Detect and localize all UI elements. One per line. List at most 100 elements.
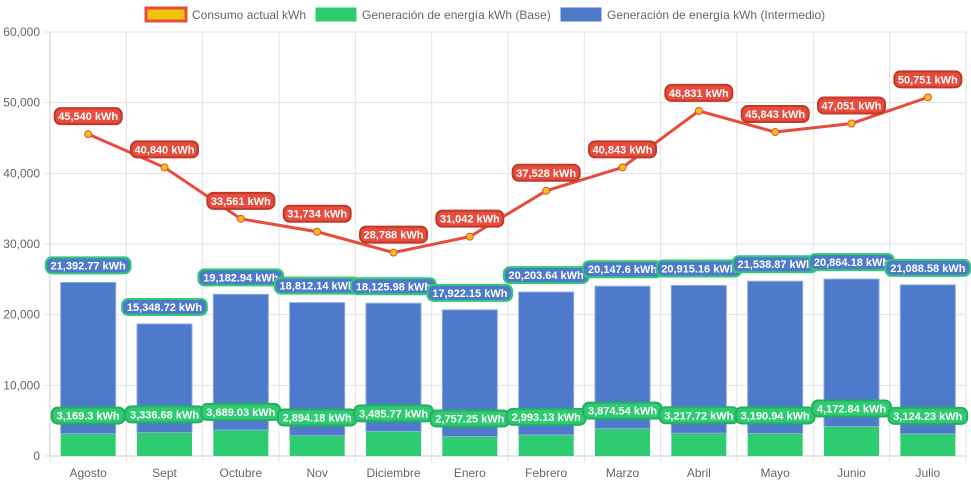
consumo-point [618,163,627,172]
data-label-box [588,140,657,159]
data-label: 3,336.68 kWh [130,409,199,421]
x-tick-label: Abril [687,466,711,480]
y-tick-label: 10,000 [3,378,40,392]
bar-base [60,433,116,456]
bar-base [595,428,650,456]
legend-swatch [315,7,357,22]
x-tick-label: Agosto [69,466,107,480]
x-tick-label: Sept [152,466,177,480]
bar-base [900,433,956,456]
data-label-box [435,209,505,228]
data-label: 2,757.25 kWh [435,414,504,426]
data-label: 20,203.64 kWh [509,270,584,282]
bar-base [442,436,498,456]
y-tick-label: 20,000 [3,308,40,322]
consumo-point [160,163,169,172]
consumo-point [694,106,703,115]
bar-base [366,431,421,456]
consumo-point [542,186,551,195]
data-label: 21,392.77 kWh [51,260,126,272]
data-label: 2,993.13 kWh [512,412,581,424]
data-label: 50,751 kWh [898,74,958,86]
bar-base [289,435,345,456]
data-label: 20,915.16 kWh [661,263,736,275]
data-label: 17,922.15 kWh [432,288,507,300]
data-label: 47,051 kWh [822,101,882,113]
consumo-point [465,232,474,241]
data-label: 20,864.18 kWh [814,257,889,269]
data-label: 3,124.23 kWh [893,411,962,423]
bar-base [671,433,727,456]
consumo-point [389,248,398,257]
x-tick-label: Marzo [606,466,640,480]
y-tick-label: 30,000 [3,237,40,251]
data-label: 3,217.72 kWh [664,410,733,422]
data-label: 18,125.98 kWh [356,281,431,293]
data-label: 3,485.77 kWh [359,408,428,420]
data-label: 3,190.94 kWh [741,410,810,422]
bar-base [747,433,803,456]
data-label: 45,540 kWh [58,111,118,123]
data-label: 15,348.72 kWh [127,302,202,314]
grid: 0 10,000 20,000 30,000 40,000 50,000 60,000 Ago… [3,25,967,480]
x-tick-label: Junio [837,466,866,480]
data-label: 19,182.94 kWh [203,272,278,284]
legend-label: Consumo actual kWh [192,8,306,22]
data-label: 21,538.87 kWh [738,259,813,271]
data-label-box [511,163,581,182]
x-tick-label: Febrero [525,466,567,480]
data-label-box [359,225,428,244]
x-tick-label: Octubre [219,466,262,480]
data-label: 37,528 kWh [516,168,576,180]
consumo-point [923,93,932,102]
consumo-line [87,95,929,255]
consumo-point [84,130,93,139]
consumo-point [847,119,856,128]
data-label: 40,843 kWh [593,144,653,156]
legend-label: Generación de energía kWh (Base) [362,8,551,22]
data-label: 21,088.58 kWh [890,263,965,275]
legend: Consumo actual kWh Generación de energía … [144,6,825,23]
x-tick-label: Diciembre [366,466,420,480]
data-label: 31,734 kWh [287,209,347,221]
x-tick-label: Nov [306,466,327,480]
data-label-box [817,96,886,115]
legend-swatch [560,7,602,22]
data-label-box [664,83,734,102]
data-label-box [884,258,971,277]
x-tick-label: Enero [454,466,486,480]
data-label: 4,172.84 kWh [817,404,886,416]
data-label: 18,812.14 kWh [280,281,355,293]
data-label-box [53,107,123,126]
y-tick-label: 50,000 [3,96,40,110]
legend-label: Generación de energía kWh (Intermedio) [607,8,825,22]
data-label-box [887,406,969,425]
data-label-box [893,70,963,89]
data-labels: 3,169.3 kWh 21,392.77 kWh 45,540 kWh 3,336.… [44,70,971,428]
data-label: 3,689.03 kWh [206,407,275,419]
data-label: 31,042 kWh [440,214,500,226]
data-label-box [206,191,276,210]
consumo-point [236,214,245,223]
data-label-box [282,204,352,223]
bar-base [213,429,269,456]
data-label: 28,788 kWh [364,230,424,242]
data-label: 3,874.54 kWh [588,406,657,418]
legend-swatch [144,6,188,23]
y-tick-label: 40,000 [3,166,40,180]
y-tick-label: 60,000 [3,25,40,39]
data-label-box [130,140,199,159]
data-label: 45,843 kWh [745,109,805,121]
line-series [84,93,932,257]
data-label-box [121,297,208,316]
data-label: 48,831 kWh [669,88,729,100]
consumo-point [771,128,780,137]
data-label-box [426,283,514,302]
x-tick-label: Mayo [760,466,790,480]
data-label-box [740,105,810,124]
data-label: 2,894.18 kWh [283,413,352,425]
bar-base [518,434,574,456]
bar-base [824,426,879,456]
y-tick-label: 0 [33,449,40,463]
